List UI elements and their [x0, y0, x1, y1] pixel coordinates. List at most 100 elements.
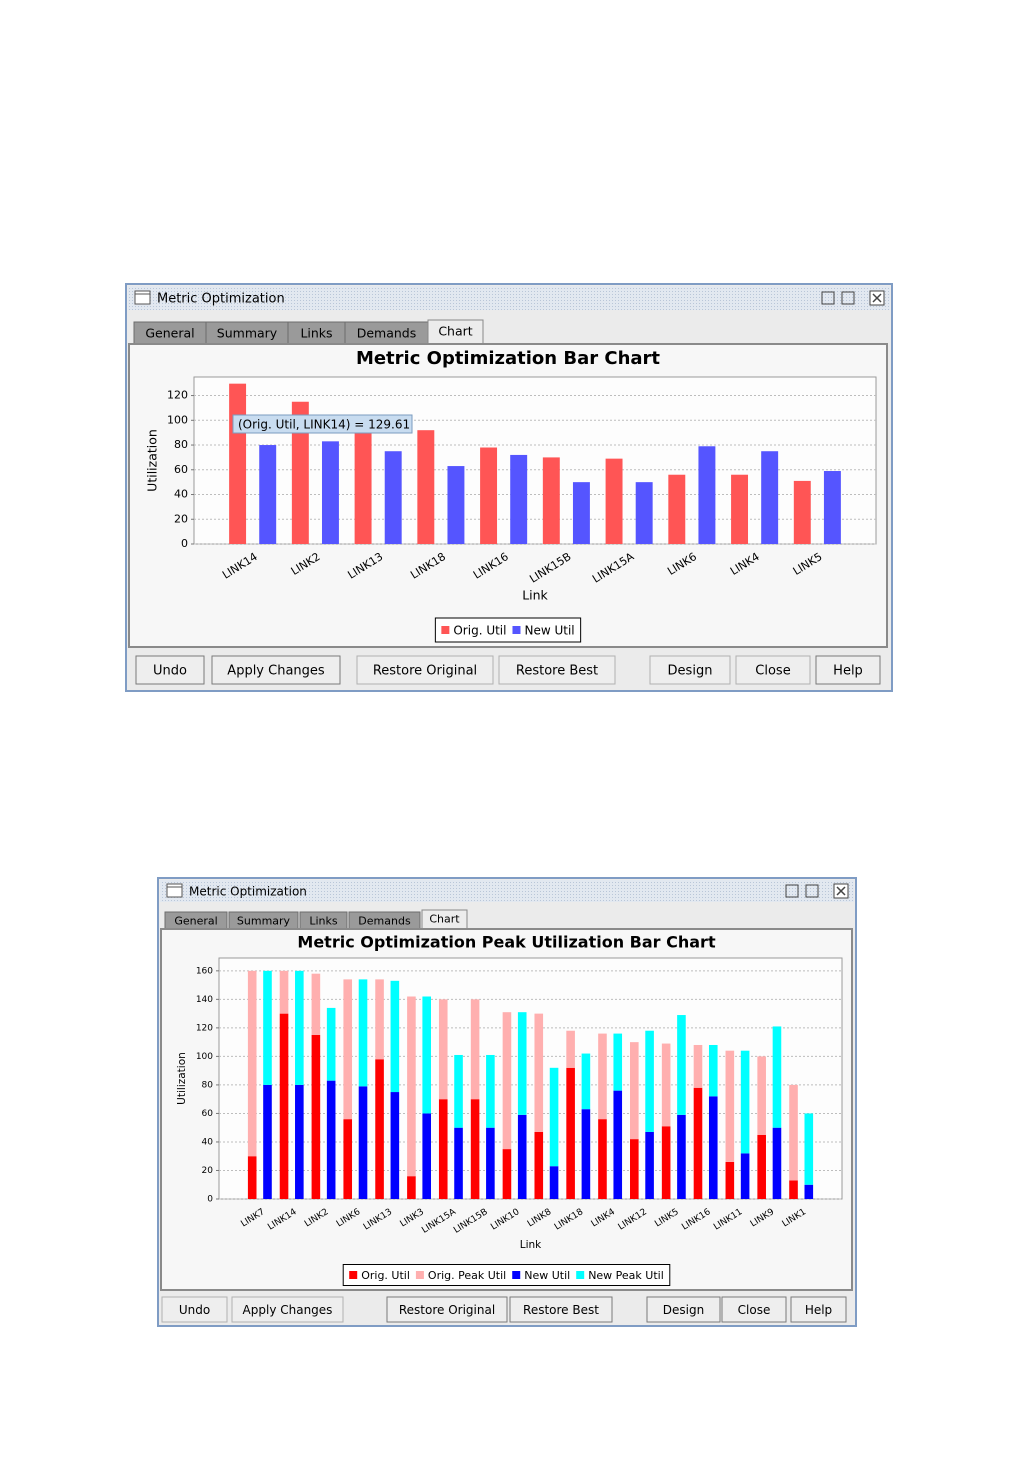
bar [605, 458, 623, 544]
legend-swatch [415, 1271, 424, 1279]
tooltip-text: (Orig. Util, LINK14) = 129.61 [238, 418, 410, 432]
legend-swatch [576, 1271, 585, 1279]
y-tick-label: 80 [174, 438, 188, 451]
bar-segment [486, 1054, 495, 1128]
bar-segment [757, 1134, 766, 1199]
button [231, 1296, 344, 1323]
bar-segment [422, 1113, 431, 1199]
close-window-x [872, 293, 882, 303]
title-bar [128, 286, 890, 310]
button-label[interactable]: Restore Best [523, 1303, 599, 1317]
bar-segment [598, 1119, 607, 1199]
tab-label[interactable]: General [174, 915, 217, 928]
button-label[interactable]: Design [663, 1303, 704, 1317]
button [356, 655, 494, 685]
button-label[interactable]: Help [805, 1303, 832, 1317]
bar-segment [326, 1007, 336, 1081]
legend-label: New Util [524, 1269, 570, 1282]
tab-label[interactable]: Chart [438, 324, 472, 339]
button[interactable] [509, 1296, 613, 1323]
bar-segment [708, 1096, 718, 1199]
button[interactable] [815, 655, 881, 685]
bar-segment [677, 1015, 686, 1115]
x-axis-label: Link [522, 588, 548, 603]
y-tick-label: 120 [196, 1023, 213, 1033]
maximize-button[interactable] [805, 884, 819, 898]
bar-segment [740, 1153, 750, 1199]
bar-segment [502, 1149, 512, 1199]
legend-swatch [441, 626, 450, 634]
tab-label[interactable]: Links [309, 915, 338, 928]
bar-segment [789, 1180, 798, 1199]
tab-label[interactable]: Chart [429, 913, 460, 926]
tab-label[interactable]: Demands [358, 915, 411, 928]
bar-segment [502, 1012, 512, 1150]
bar-segment [549, 1166, 559, 1199]
y-tick-label: 0 [181, 537, 188, 550]
bar [572, 482, 590, 544]
tab-label[interactable]: Demands [357, 326, 417, 341]
tab-label[interactable]: Links [300, 326, 332, 341]
bar-segment [708, 1044, 718, 1097]
y-tick-label: 80 [202, 1080, 214, 1090]
bar-segment [390, 980, 400, 1093]
button[interactable] [135, 655, 205, 685]
bar-segment [358, 1086, 368, 1199]
plot-area [218, 957, 843, 1200]
legend-label: New Util [524, 624, 574, 638]
bar-segment [422, 996, 431, 1114]
bar-segment [295, 1084, 304, 1199]
y-tick-label: 40 [202, 1137, 214, 1147]
bar-segment [630, 1139, 639, 1199]
y-tick-label: 100 [167, 413, 188, 426]
y-tick-label: 160 [196, 966, 213, 976]
bar-segment [454, 1127, 463, 1199]
bar-segment [358, 979, 368, 1087]
bar-segment [740, 1050, 750, 1154]
button-label[interactable]: Help [833, 664, 863, 679]
button[interactable] [211, 655, 341, 685]
button[interactable] [790, 1296, 847, 1323]
bar [668, 474, 686, 544]
button[interactable] [646, 1296, 721, 1323]
bar-segment [725, 1050, 735, 1162]
tab-label[interactable]: Summary [237, 915, 291, 928]
bar-segment [247, 970, 257, 1157]
close-window-x [836, 886, 846, 896]
bar-segment [470, 1099, 480, 1199]
maximize-button[interactable] [841, 291, 855, 305]
minimize-button[interactable] [821, 291, 835, 305]
button[interactable] [721, 1296, 787, 1323]
legend-swatch [512, 1271, 521, 1279]
bar-segment [549, 1067, 559, 1167]
y-axis-label: Utilization [176, 1052, 188, 1105]
bar-segment [677, 1114, 686, 1199]
title-bar [160, 880, 854, 902]
bar-segment [279, 970, 289, 1014]
bar [510, 454, 528, 544]
button[interactable] [386, 1296, 508, 1323]
bar-segment [517, 1114, 527, 1199]
button-label: Restore Best [516, 664, 598, 679]
tab-label[interactable]: General [145, 326, 194, 341]
button-label: Design [668, 664, 713, 679]
button-label[interactable]: Close [738, 1303, 771, 1317]
bar-segment [581, 1053, 591, 1110]
bar-segment [375, 1059, 384, 1199]
legend-box [434, 617, 582, 643]
button-label[interactable]: Apply Changes [227, 664, 325, 679]
button-label[interactable]: Undo [153, 664, 187, 679]
bar-segment [804, 1113, 814, 1185]
bar-segment [630, 1042, 639, 1140]
button-label[interactable]: Restore Original [399, 1303, 495, 1317]
minimize-button[interactable] [785, 884, 799, 898]
bar-segment [693, 1087, 703, 1199]
tab[interactable] [427, 319, 484, 345]
bar-segment [311, 973, 321, 1036]
y-tick-label: 20 [202, 1166, 214, 1176]
bar-segment [454, 1054, 463, 1128]
tab-label[interactable]: Summary [217, 326, 278, 341]
legend: Orig. Util New Util [434, 617, 582, 643]
bar [823, 471, 841, 544]
